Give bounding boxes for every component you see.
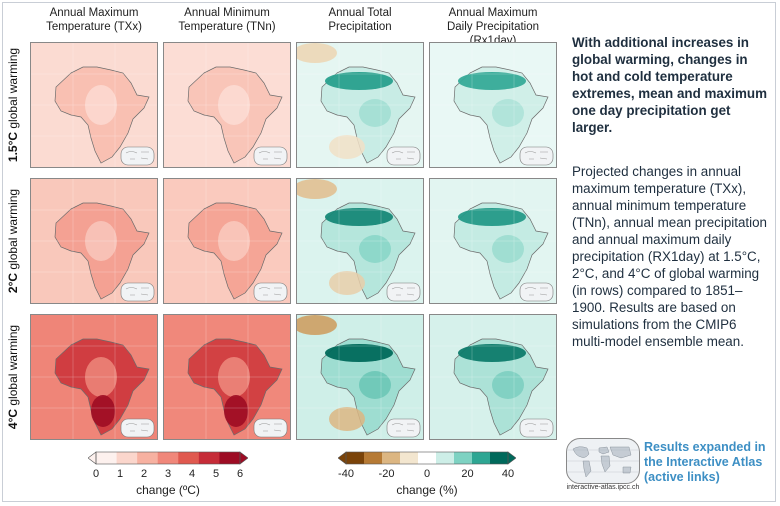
- column-header-line: Annual Maximum: [49, 7, 139, 19]
- row-suffix: global warming: [6, 324, 20, 409]
- colorbar-tick-label: 20: [461, 468, 474, 480]
- colorbar-tick-label: 0: [92, 468, 100, 480]
- colorbar-tick-label: 1: [116, 468, 124, 480]
- colorbar-tick-label: 40: [501, 468, 515, 480]
- sidebar-body: Projected changes in annual maximum temp…: [572, 164, 768, 349]
- sidebar-headline: With additional increases in global warm…: [572, 35, 767, 135]
- map-panel-rx1day-row-1[interactable]: [429, 42, 557, 168]
- atlas-url: interactive-atlas.ipcc.ch: [566, 484, 640, 491]
- column-header-line: Temperature (TNn): [178, 21, 276, 33]
- globe-inset-icon: [253, 418, 288, 438]
- precipitation-colorbar-svg: [337, 451, 517, 465]
- precipitation-colorbar-label: change (%): [396, 483, 458, 497]
- africa-map: [31, 315, 157, 439]
- column-header-line: Annual Minimum: [184, 7, 270, 19]
- africa-map: [297, 179, 423, 303]
- globe-inset-icon: [120, 418, 155, 438]
- africa-map: [297, 43, 423, 167]
- temperature-colorbar: [87, 450, 249, 466]
- africa-map: [31, 179, 157, 303]
- globe-inset-icon: [519, 146, 554, 166]
- colorbar-tick-label: 2: [140, 468, 148, 480]
- map-panel-txx-row-1[interactable]: [30, 42, 158, 168]
- column-header-line: Precipitation: [328, 21, 392, 33]
- africa-map: [164, 179, 290, 303]
- colorbar-tick-label: 6: [236, 468, 244, 480]
- atlas-world-map-thumbnail[interactable]: [566, 438, 640, 484]
- column-header-txx: Annual Maximum Temperature (TXx): [30, 6, 158, 34]
- globe-inset-icon: [120, 282, 155, 302]
- row-suffix: global warming: [6, 47, 21, 132]
- globe-inset-icon: [253, 146, 288, 166]
- row-level: 2°C: [6, 272, 20, 294]
- map-panel-precip-row-3[interactable]: [296, 314, 424, 440]
- map-panel-rx1day-row-3[interactable]: [429, 314, 557, 440]
- map-panel-tnn-row-3[interactable]: [163, 314, 291, 440]
- africa-map: [297, 315, 423, 439]
- map-panel-txx-row-2[interactable]: [30, 178, 158, 304]
- colorbar-tick-label: 4: [188, 468, 196, 480]
- globe-inset-icon: [253, 282, 288, 302]
- column-header-precip: Annual Total Precipitation: [296, 6, 424, 34]
- colorbar-tick-label: 5: [212, 468, 220, 480]
- map-panel-rx1day-row-2[interactable]: [429, 178, 557, 304]
- globe-inset-icon: [120, 146, 155, 166]
- africa-map: [164, 315, 290, 439]
- map-panel-precip-row-2[interactable]: [296, 178, 424, 304]
- africa-map: [164, 43, 290, 167]
- colorbar-tick-label: 3: [164, 468, 172, 480]
- world-map-icon: [567, 446, 639, 478]
- map-panel-tnn-row-2[interactable]: [163, 178, 291, 304]
- map-panel-tnn-row-1[interactable]: [163, 42, 291, 168]
- colorbar-tick-label: 0: [423, 468, 431, 480]
- globe-inset-icon: [519, 418, 554, 438]
- map-panel-txx-row-3[interactable]: [30, 314, 158, 440]
- africa-map: [430, 179, 556, 303]
- colorbar-tick-label: -40: [338, 468, 354, 480]
- africa-map: [31, 43, 157, 167]
- globe-inset-icon: [386, 282, 421, 302]
- row-label-2c: 2°C global warming: [4, 178, 22, 304]
- globe-inset-icon: [386, 146, 421, 166]
- column-header-line: Annual Maximum: [448, 7, 538, 19]
- interactive-atlas-link[interactable]: Results expanded in the Interactive Atla…: [644, 440, 766, 484]
- globe-inset-icon: [386, 418, 421, 438]
- row-level: 1.5°C: [6, 131, 21, 163]
- africa-map: [430, 315, 556, 439]
- precipitation-colorbar: [337, 450, 517, 466]
- temperature-colorbar-label: change (ºC): [136, 483, 200, 497]
- row-label-1-5c: 1.5°C global warming: [4, 42, 22, 168]
- globe-inset-icon: [519, 282, 554, 302]
- row-label-4c: 4°C global warming: [4, 314, 22, 440]
- column-header-line: Annual Total: [328, 7, 392, 19]
- row-suffix: global warming: [6, 188, 20, 273]
- africa-map: [430, 43, 556, 167]
- row-level: 4°C: [6, 408, 20, 430]
- colorbar-tick-label: -20: [378, 468, 395, 480]
- column-header-tnn: Annual Minimum Temperature (TNn): [163, 6, 291, 34]
- map-panel-precip-row-1[interactable]: [296, 42, 424, 168]
- column-header-line: Temperature (TXx): [46, 21, 142, 33]
- temperature-colorbar-svg: [87, 451, 249, 465]
